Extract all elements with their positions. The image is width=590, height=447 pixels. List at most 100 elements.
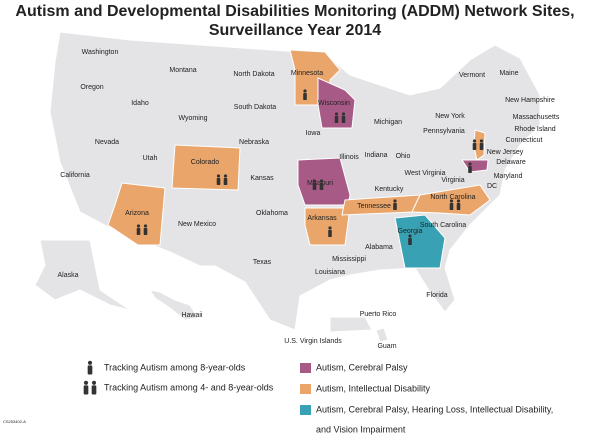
legend-icon-label: Tracking Autism among 8-year-olds: [104, 362, 246, 372]
state-label: Idaho: [131, 100, 149, 107]
state-label: Rhode Island: [514, 126, 555, 133]
person-icon-head: [303, 89, 307, 93]
state-label: North Carolina: [430, 194, 475, 201]
state-label: Nebraska: [239, 139, 269, 146]
person-icon-head: [468, 162, 472, 166]
legend-icon-label: Tracking Autism among 4- and 8-year-olds: [104, 382, 274, 392]
person-icon-head: [319, 179, 324, 183]
state-label: Maine: [499, 70, 518, 77]
person-icon-body: [319, 183, 324, 190]
state-label: Georgia: [398, 228, 423, 235]
state-label: Indiana: [365, 152, 388, 159]
state-label: Arizona: [125, 210, 149, 217]
state-label: Washington: [82, 49, 119, 56]
person-icon-head: [143, 224, 148, 228]
person-icon-head: [83, 380, 89, 385]
state-label: North Dakota: [233, 71, 274, 78]
state-label: Puerto Rico: [360, 311, 397, 318]
state-label: Wisconsin: [318, 100, 350, 107]
person-icon-head: [341, 112, 346, 116]
state-label: Minnesota: [291, 70, 323, 77]
person-icon-head: [223, 174, 228, 178]
person-icon-head: [87, 360, 93, 365]
person-icon-head: [328, 226, 332, 230]
state-label: New Hampshire: [505, 97, 555, 104]
site-icons: [136, 89, 484, 245]
colorado-site: [171, 144, 241, 191]
guam: [375, 327, 389, 343]
person-icon-head: [334, 112, 339, 116]
arkansas-site: [304, 207, 351, 246]
person-icon-body: [143, 228, 148, 235]
person-icon-body: [312, 183, 317, 190]
wisconsin-site: [317, 77, 356, 129]
puerto-rico: [329, 316, 373, 333]
state-label: Tennessee: [357, 203, 391, 210]
state-label: Kansas: [250, 175, 274, 182]
person-icon-body: [393, 203, 397, 210]
person-icon-body: [136, 228, 141, 235]
state-label: Ohio: [396, 153, 411, 160]
state-label: Vermont: [459, 72, 485, 79]
map: [34, 31, 541, 343]
legend-category-label: Autism, Cerebral Palsy, Hearing Loss, In…: [316, 404, 553, 414]
state-label: Oklahoma: [256, 210, 288, 217]
title-line: Surveillance Year 2014: [209, 22, 381, 39]
state-label: Oregon: [80, 84, 103, 91]
state-label: Delaware: [496, 159, 526, 166]
state-label: California: [60, 172, 90, 179]
person-icon-body: [83, 385, 89, 395]
state-label: New Mexico: [178, 221, 216, 228]
person-icon-body: [472, 143, 477, 150]
state-label: Hawaii: [181, 312, 202, 319]
person-icon-body: [479, 143, 484, 150]
state-label: Iowa: [306, 130, 321, 137]
state-label: Massachusetts: [513, 114, 560, 121]
state-label: Nevada: [95, 139, 119, 146]
person-icon-body: [87, 365, 93, 375]
person-icon-body: [91, 385, 97, 395]
state-label: DC: [487, 183, 497, 190]
person-icon-head: [449, 199, 454, 203]
state-label: Connecticut: [506, 137, 543, 144]
person-icon-body: [456, 203, 461, 210]
state-label: West Virginia: [405, 170, 446, 177]
person-icon-head: [479, 139, 484, 143]
person-icon-body: [328, 230, 332, 237]
person-icon-head: [393, 199, 397, 203]
person-icon-body: [334, 116, 339, 123]
state-label: Illinois: [339, 154, 359, 161]
person-icon-body: [449, 203, 454, 210]
hawaii: [148, 289, 199, 321]
state-label: South Dakota: [234, 104, 277, 111]
state-label: Louisiana: [315, 269, 345, 276]
person-icon-head: [408, 234, 412, 238]
person-icon-head: [472, 139, 477, 143]
person-icon-head: [91, 380, 97, 385]
alaska: [34, 239, 131, 311]
legend-category-label: Autism, Cerebral Palsy: [316, 362, 408, 372]
person-icon-body: [408, 238, 412, 245]
state-label: Alaska: [57, 272, 78, 279]
state-label: Kentucky: [375, 186, 404, 193]
state-label: New Jersey: [487, 149, 524, 156]
figure-id: CS253402-A: [3, 419, 26, 424]
person-icon-body: [216, 178, 221, 185]
legend-swatch: [300, 363, 311, 373]
legend-category-label: and Vision Impairment: [316, 424, 406, 434]
person-icon-head: [312, 179, 317, 183]
state-label: Florida: [426, 292, 448, 299]
state-label: Maryland: [494, 173, 523, 180]
state-label: Colorado: [191, 159, 220, 166]
legend-category-label: Autism, Intellectual Disability: [316, 383, 431, 393]
state-label: Virginia: [441, 177, 464, 184]
state-label: Mississippi: [332, 256, 366, 263]
title-line: Autism and Developmental Disabilities Mo…: [15, 3, 574, 20]
state-label: Guam: [377, 343, 396, 350]
state-label: Pennsylvania: [423, 128, 465, 135]
person-icon-head: [456, 199, 461, 203]
person-icon-head: [136, 224, 141, 228]
state-label: Alabama: [365, 244, 393, 251]
state-label: Arkansas: [307, 215, 337, 222]
